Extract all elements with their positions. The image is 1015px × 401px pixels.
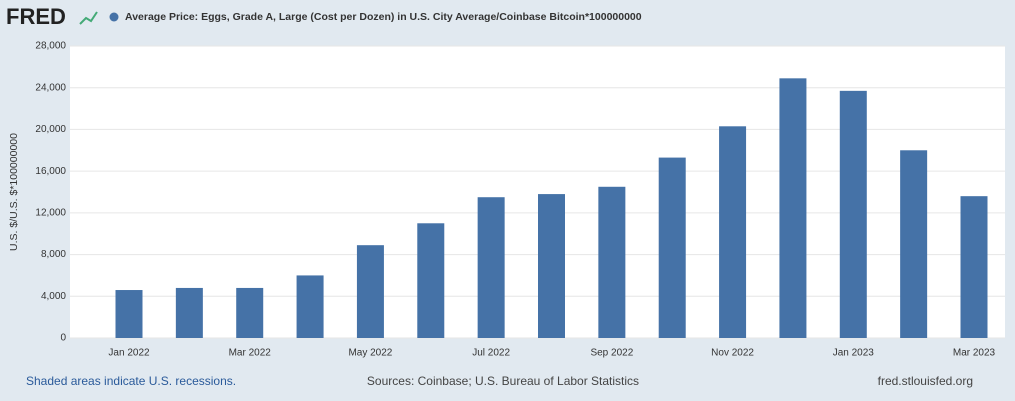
bar	[719, 126, 747, 338]
legend-marker	[109, 12, 119, 22]
bar	[417, 223, 445, 338]
bar	[839, 90, 867, 338]
footer-site[interactable]: fred.stlouisfed.org	[878, 374, 973, 388]
y-tick-label: 16,000	[35, 166, 66, 177]
y-axis-label: U.S. $/U.S. $*100000000	[8, 133, 20, 251]
y-tick-label: 8,000	[41, 249, 66, 260]
footer-note[interactable]: Shaded areas indicate U.S. recessions.	[26, 374, 236, 388]
footer-sources: Sources: Coinbase; U.S. Bureau of Labor …	[367, 374, 639, 388]
bar	[175, 287, 203, 338]
x-tick-label: Jan 2023	[833, 348, 875, 359]
y-tick-label: 20,000	[35, 124, 66, 135]
x-tick-label: Jul 2022	[472, 348, 510, 359]
bar	[296, 275, 324, 338]
x-tick-label: May 2022	[348, 348, 392, 359]
bar	[598, 186, 626, 338]
bar	[779, 78, 807, 338]
bar	[236, 287, 264, 338]
logo: FRED	[6, 4, 66, 29]
x-tick-label: Mar 2022	[229, 348, 272, 359]
bar	[115, 290, 143, 338]
bar	[356, 245, 384, 338]
y-tick-label: 4,000	[41, 291, 66, 302]
y-tick-label: 28,000	[35, 41, 66, 52]
logo-icon	[79, 11, 98, 25]
y-tick-label: 0	[60, 333, 66, 344]
bar	[477, 197, 505, 338]
bar	[538, 194, 565, 338]
y-tick-label: 12,000	[35, 207, 66, 218]
y-tick-label: 24,000	[35, 82, 66, 93]
legend-label: Average Price: Eggs, Grade A, Large (Cos…	[125, 11, 642, 23]
x-tick-label: Nov 2022	[711, 348, 754, 359]
bar	[658, 157, 686, 338]
x-tick-label: Jan 2022	[108, 348, 150, 359]
bar	[900, 150, 928, 338]
x-tick-label: Sep 2022	[590, 348, 633, 359]
bar	[960, 196, 988, 338]
x-tick-label: Mar 2023	[953, 348, 996, 359]
